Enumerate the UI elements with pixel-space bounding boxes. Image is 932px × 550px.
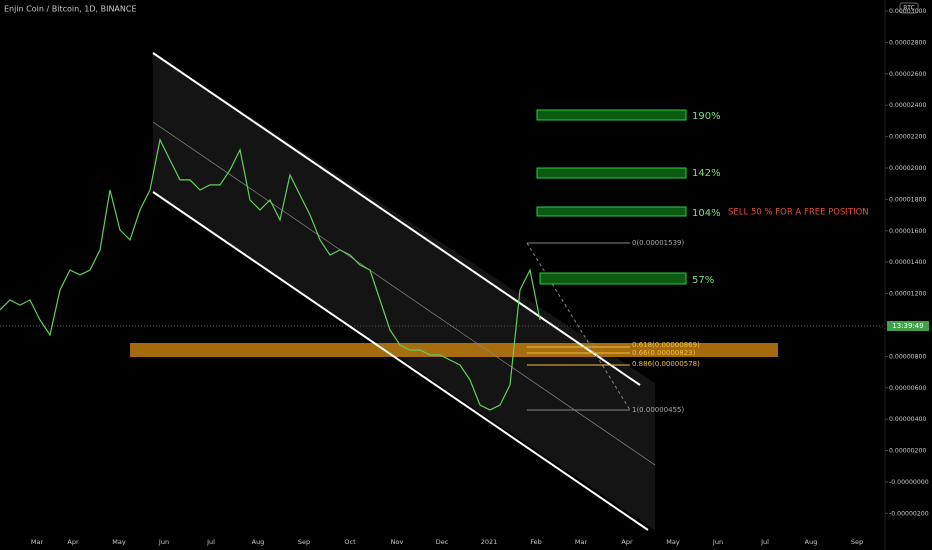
x-tick-label: Nov bbox=[391, 538, 404, 546]
x-tick-label: Jul bbox=[760, 538, 769, 546]
chart-title: Enjin Coin / Bitcoin, 1D, BINANCE bbox=[4, 5, 137, 14]
currency-box bbox=[899, 2, 919, 14]
price-axis bbox=[885, 0, 932, 550]
y-tick-label: 0.00001200 bbox=[889, 291, 926, 298]
x-tick-label: Sep bbox=[298, 538, 310, 546]
y-tick-label: 0.00002000 bbox=[889, 165, 926, 172]
x-tick-label: Aug bbox=[805, 538, 818, 546]
fib-label: 0.66(0.00000823) bbox=[632, 349, 696, 357]
y-tick-label: 0.00002200 bbox=[889, 134, 926, 141]
y-tick-label: 0.00003000 bbox=[889, 8, 926, 15]
y-tick-label: 0.00000200 bbox=[889, 448, 926, 455]
y-tick-label: 0.00001400 bbox=[889, 259, 926, 266]
target-label: 104% bbox=[692, 208, 721, 219]
price-line bbox=[0, 138, 541, 411]
y-tick-label: 0.00002400 bbox=[889, 102, 926, 109]
fib-label: 1(0.00000455) bbox=[632, 406, 684, 414]
x-tick-label: Aug bbox=[252, 538, 265, 546]
x-tick-label: Apr bbox=[67, 538, 79, 546]
x-tick-label: Jun bbox=[712, 538, 723, 546]
note: SELL 50 % FOR A FREE POSITION bbox=[728, 208, 869, 218]
y-tick-label: 0.00000800 bbox=[889, 353, 926, 360]
y-tick-label: 0.00002600 bbox=[889, 71, 926, 78]
x-tick-label: May bbox=[666, 538, 680, 546]
channel-top bbox=[152, 52, 641, 386]
target-box bbox=[536, 109, 687, 121]
channel-bottom bbox=[152, 191, 649, 531]
target-label: 57% bbox=[692, 275, 714, 286]
y-tick-label: 0.00002800 bbox=[889, 39, 926, 46]
target-box bbox=[536, 206, 687, 217]
x-tick-label: Apr bbox=[621, 538, 633, 546]
x-tick-label: Mar bbox=[575, 538, 588, 546]
target-box bbox=[536, 167, 687, 179]
x-tick-label: Jul bbox=[206, 538, 215, 546]
x-tick-label: Jun bbox=[158, 538, 169, 546]
channel-fill bbox=[153, 53, 655, 530]
target-box bbox=[539, 272, 687, 285]
x-tick-label: 2021 bbox=[481, 538, 498, 546]
fib: 0(0.00001539) 0.618(0.00000869) 0.66(0.0… bbox=[526, 239, 700, 414]
x-tick-label: Oct bbox=[344, 538, 356, 546]
x-tick-label: Feb bbox=[530, 538, 542, 546]
x-tick-label: Dec bbox=[436, 538, 449, 546]
x-tick-label: Mar bbox=[31, 538, 44, 546]
y-tick-label: 0.00000600 bbox=[889, 385, 926, 392]
x-tick-label: May bbox=[112, 538, 126, 546]
y-tick-label: 0.00001800 bbox=[889, 196, 926, 203]
target-label: 190% bbox=[692, 111, 721, 122]
y-tick-label: 0.00001600 bbox=[889, 228, 926, 235]
fib-label: 0.618(0.00000869) bbox=[632, 341, 700, 349]
clock: 13:39:49 bbox=[892, 322, 923, 330]
y-tick-label: -0.00000000 bbox=[889, 479, 929, 486]
fib-trend bbox=[526, 242, 631, 411]
targets: 190% 142% 104% 57% SELL 50 % FOR A FREE … bbox=[536, 109, 869, 286]
y-tick-label: -0.00000200 bbox=[889, 510, 929, 517]
x-tick-label: Sep bbox=[851, 538, 863, 546]
clock-box bbox=[887, 321, 929, 331]
channel-mid bbox=[152, 121, 656, 466]
y-tick-label: 0.00000400 bbox=[889, 416, 926, 423]
currency: BTC bbox=[903, 5, 915, 12]
fib-label: 0(0.00001539) bbox=[632, 239, 684, 247]
fib-label: 0.886(0.00000578) bbox=[632, 360, 700, 368]
target-label: 142% bbox=[692, 168, 721, 179]
